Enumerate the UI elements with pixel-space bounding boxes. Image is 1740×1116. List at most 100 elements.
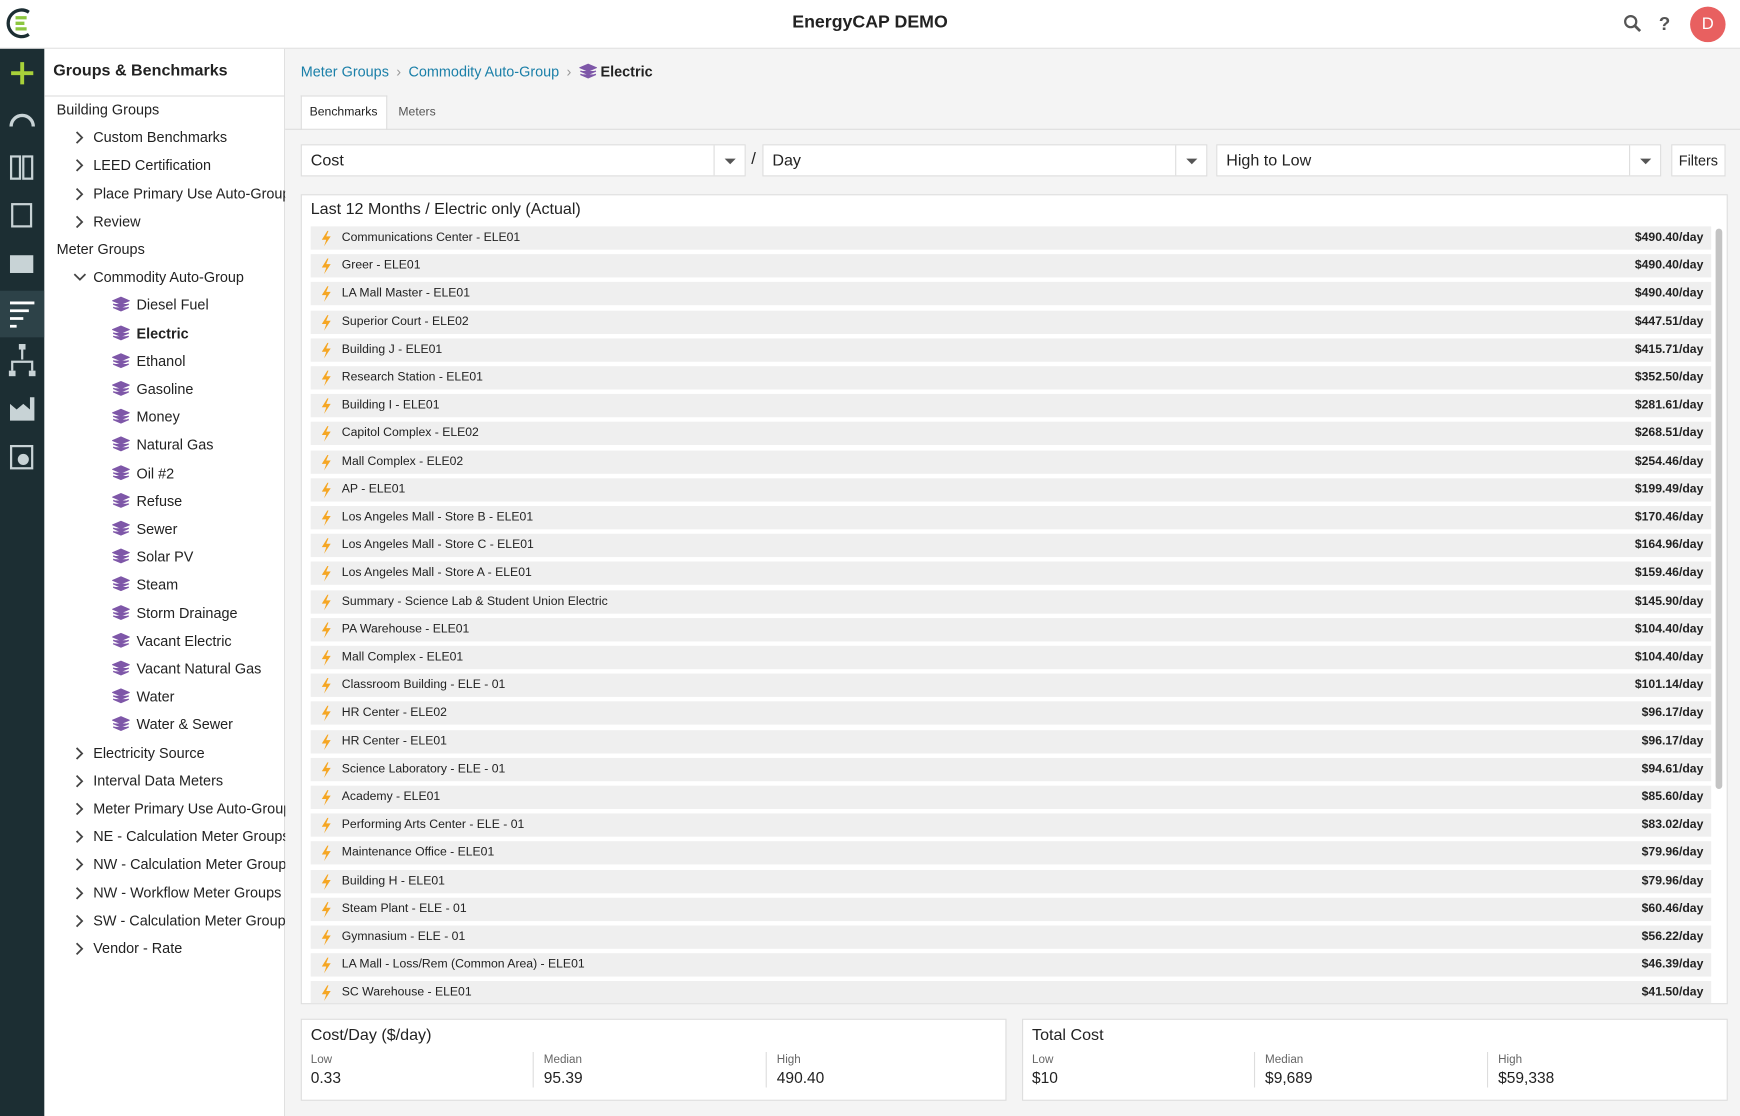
meter-icon: [321, 230, 331, 247]
dropdown-arrow: [713, 145, 736, 176]
tree-section[interactable]: Meter Groups: [56, 240, 145, 258]
tree-leaf[interactable]: Refuse: [136, 492, 183, 510]
bar-row[interactable]: Communications Center - ELE01 $490.40/day: [310, 226, 1712, 250]
group-icon: [112, 576, 130, 592]
breadcrumb: Meter Groups › Commodity Auto-Group › El…: [301, 63, 653, 80]
bar-row[interactable]: Building H - ELE01 $79.96/day: [310, 869, 1712, 893]
filters-button[interactable]: Filters: [1671, 144, 1726, 177]
bar-row[interactable]: HR Center - ELE02 $96.17/day: [310, 701, 1712, 726]
tree-leaf[interactable]: Steam: [136, 576, 179, 594]
tree-leaf[interactable]: Gasoline: [136, 380, 194, 398]
scrollbar[interactable]: [1715, 228, 1723, 789]
expander: [75, 830, 84, 844]
measure-select[interactable]: Cost: [300, 144, 746, 177]
tree-leaf[interactable]: Solar PV: [136, 548, 194, 566]
bar-row[interactable]: LA Mall - Loss/Rem (Common Area) - ELE01…: [310, 953, 1712, 977]
tree-item[interactable]: NW - Workflow Meter Groups: [93, 883, 282, 901]
meter-icon: [321, 790, 331, 806]
sort-select[interactable]: High to Low: [1216, 144, 1662, 177]
avatar[interactable]: D: [1690, 6, 1726, 43]
logo: [6, 8, 30, 39]
chart-panel: Last 12 Months / Electric only (Actual) …: [300, 194, 1728, 1005]
tree-item[interactable]: Vendor - Rate: [93, 939, 183, 957]
bar-row[interactable]: LA Mall Master - ELE01 $490.40/day: [310, 282, 1712, 306]
tree-leaf[interactable]: Natural Gas: [136, 436, 214, 454]
tree-item[interactable]: Interval Data Meters: [93, 772, 224, 789]
tree-leaf[interactable]: Sewer: [136, 520, 178, 538]
bar-row[interactable]: AP - ELE01 $199.49/day: [310, 478, 1712, 502]
bar-row[interactable]: Steam Plant - ELE - 01 $60.46/day: [310, 897, 1712, 921]
bar-row[interactable]: Research Station - ELE01 $352.50/day: [310, 366, 1712, 390]
tree-item[interactable]: Place Primary Use Auto-Group: [93, 184, 291, 202]
stat-divider: [1253, 1051, 1256, 1088]
bar-row[interactable]: Greer - ELE01 $490.40/day: [310, 254, 1712, 278]
stat-title: Cost/Day ($/day): [310, 1026, 432, 1045]
bar-row[interactable]: Maintenance Office - ELE01 $79.96/day: [310, 841, 1712, 865]
tree-leaf[interactable]: Oil #2: [136, 464, 175, 482]
period-select[interactable]: Day: [762, 144, 1208, 177]
value-label: $79.96/day: [1641, 846, 1704, 860]
breadcrumb-current: Electric: [600, 63, 653, 80]
meter-name: Performing Arts Center - ELE - 01: [341, 818, 525, 832]
bar-row[interactable]: Los Angeles Mall - Store B - ELE01 $170.4…: [310, 506, 1712, 530]
bar-row[interactable]: Los Angeles Mall - Store A - ELE01 $159.4…: [310, 561, 1712, 586]
bar-row[interactable]: Building J - ELE01 $415.71/day: [310, 338, 1712, 362]
tree-item[interactable]: NW - Calculation Meter Groups: [93, 856, 294, 873]
tree-item[interactable]: Custom Benchmarks: [93, 128, 228, 146]
meter-icon: [321, 566, 331, 582]
bar-row[interactable]: Building I - ELE01 $281.61/day: [310, 394, 1712, 418]
tree-item[interactable]: SW - Calculation Meter Groups: [93, 911, 293, 929]
bar-row[interactable]: Academy - ELE01 $85.60/day: [310, 785, 1712, 809]
bar-row[interactable]: Classroom Building - ELE - 01 $101.14/day: [310, 673, 1712, 698]
tree-leaf[interactable]: Storm Drainage: [136, 604, 238, 621]
tree-leaf[interactable]: Ethanol: [136, 352, 186, 370]
bar-row[interactable]: Mall Complex - ELE01 $104.40/day: [310, 645, 1712, 670]
bar-row[interactable]: Los Angeles Mall - Store C - ELE01 $164.9…: [310, 533, 1712, 558]
bar-row[interactable]: Gymnasium - ELE - 01 $56.22/day: [310, 925, 1712, 949]
search-icon[interactable]: [1623, 14, 1642, 33]
group-icon: [112, 297, 130, 312]
bar-row[interactable]: Superior Court - ELE02 $447.51/day: [310, 310, 1712, 334]
tree-leaf[interactable]: Money: [136, 408, 180, 426]
breadcrumb-link[interactable]: Commodity Auto-Group: [408, 63, 560, 80]
tree-item[interactable]: LEED Certification: [93, 156, 212, 174]
tree-leaf[interactable]: Water & Sewer: [136, 716, 233, 733]
bar-row[interactable]: Capitol Complex - ELE02 $268.51/day: [310, 422, 1712, 446]
bar-row[interactable]: PA Warehouse - ELE01 $104.40/day: [310, 617, 1712, 642]
breadcrumb-link[interactable]: Meter Groups: [300, 63, 389, 80]
bar-row[interactable]: Summary - Science Lab & Student Union El…: [310, 589, 1712, 614]
meter-icon: [321, 398, 331, 415]
tree-leaf[interactable]: Diesel Fuel: [136, 296, 209, 314]
tree-item[interactable]: Electricity Source: [93, 744, 205, 761]
meter-icon: [321, 286, 331, 303]
value-label: $85.60/day: [1641, 790, 1704, 804]
tree-leaf[interactable]: Vacant Natural Gas: [136, 660, 262, 677]
tree-leaf[interactable]: Water: [136, 688, 175, 705]
tab[interactable]: Benchmarks: [309, 105, 378, 119]
value-label: $41.50/day: [1641, 985, 1704, 1000]
tree-leaf[interactable]: Vacant Electric: [136, 632, 232, 649]
tab-active[interactable]: [300, 95, 388, 130]
value-label: $415.71/day: [1634, 342, 1704, 356]
tree-item[interactable]: NE - Calculation Meter Groups: [93, 828, 290, 845]
meter-icon: [321, 734, 331, 750]
meter-name: AP - ELE01: [341, 482, 406, 496]
tree-leaf[interactable]: Electric: [136, 324, 189, 342]
meter-name: Building I - ELE01: [341, 398, 440, 412]
bar-row[interactable]: Mall Complex - ELE02 $254.46/day: [310, 450, 1712, 474]
bar-row[interactable]: HR Center - ELE01 $96.17/day: [310, 729, 1712, 754]
stat-value: $10: [1032, 1068, 1058, 1087]
tree-item[interactable]: Meter Primary Use Auto-Group: [93, 800, 292, 817]
group-icon: [112, 660, 130, 676]
bar-row[interactable]: SC Warehouse - ELE01 $41.50/day: [310, 981, 1712, 1004]
expander: [75, 159, 84, 172]
bar-row[interactable]: Science Laboratory - ELE - 01 $94.61/day: [310, 757, 1712, 782]
tree-section[interactable]: Building Groups: [56, 100, 160, 118]
bar-row[interactable]: Performing Arts Center - ELE - 01 $83.02/…: [310, 813, 1712, 837]
tab[interactable]: Meters: [398, 105, 436, 119]
help-icon[interactable]: ?: [1657, 14, 1673, 32]
group-icon: [112, 492, 130, 508]
tree-item[interactable]: Review: [93, 212, 141, 230]
tree-item[interactable]: Commodity Auto-Group: [93, 268, 244, 286]
